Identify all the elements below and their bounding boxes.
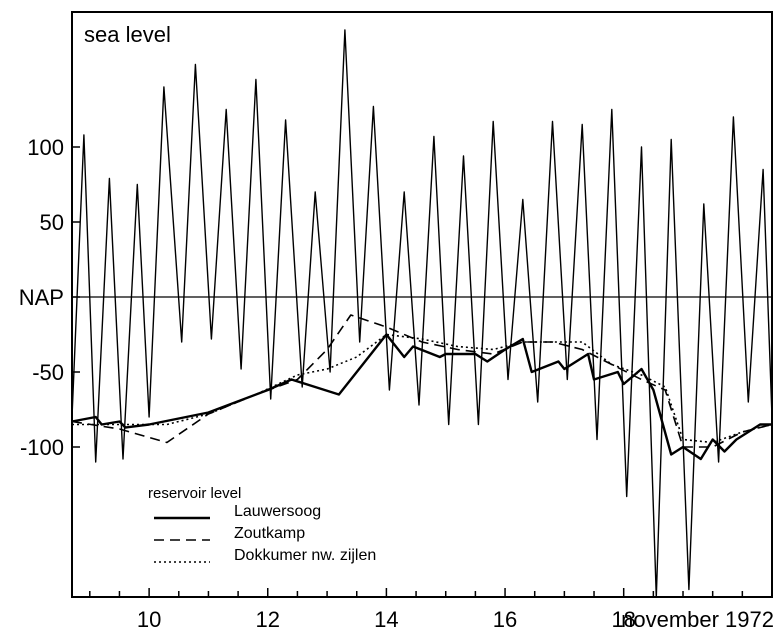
series-line-2	[71, 314, 773, 448]
y-axis-ticks: 100 50 NAP -50 -100	[19, 135, 80, 460]
legend-label: Dokkumer nw. zijlen	[234, 547, 376, 564]
x-tick-label: 10	[137, 607, 161, 632]
series-line-0	[71, 29, 773, 598]
x-tick-label: 14	[374, 607, 398, 632]
x-tick-label: 12	[256, 607, 280, 632]
series-layer	[71, 29, 773, 598]
y-tick-label: 100	[27, 135, 64, 160]
y-tick-label: -100	[20, 435, 64, 460]
legend-label: Zoutkamp	[234, 525, 305, 542]
y-tick-label: NAP	[19, 285, 64, 310]
legend-entries: Lauwersoog Zoutkamp Dokkumer nw. zijlen	[154, 503, 376, 564]
x-tick-label: 16	[493, 607, 517, 632]
legend: reservoir level Lauwersoog Zoutkamp Dokkum…	[148, 485, 376, 564]
legend-label: Lauwersoog	[234, 503, 321, 520]
corner-label: sea level	[84, 22, 171, 47]
y-tick-label: -50	[32, 360, 64, 385]
y-tick-label: 50	[40, 210, 64, 235]
series-line-3	[72, 333, 773, 444]
x-axis-date-label: november 1972	[621, 607, 774, 632]
series-line-1	[71, 333, 772, 461]
plot-frame	[71, 11, 773, 598]
x-tick-label: 18	[611, 607, 635, 632]
legend-title: reservoir level	[148, 485, 241, 502]
